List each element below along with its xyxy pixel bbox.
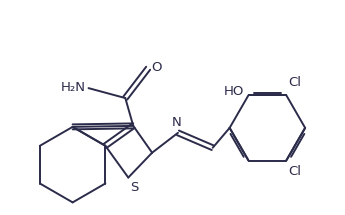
Text: N: N	[172, 116, 182, 129]
Text: Cl: Cl	[288, 76, 301, 89]
Text: HO: HO	[224, 85, 245, 98]
Text: O: O	[151, 61, 162, 74]
Text: S: S	[130, 181, 139, 194]
Text: Cl: Cl	[288, 164, 301, 178]
Text: H₂N: H₂N	[61, 81, 86, 94]
